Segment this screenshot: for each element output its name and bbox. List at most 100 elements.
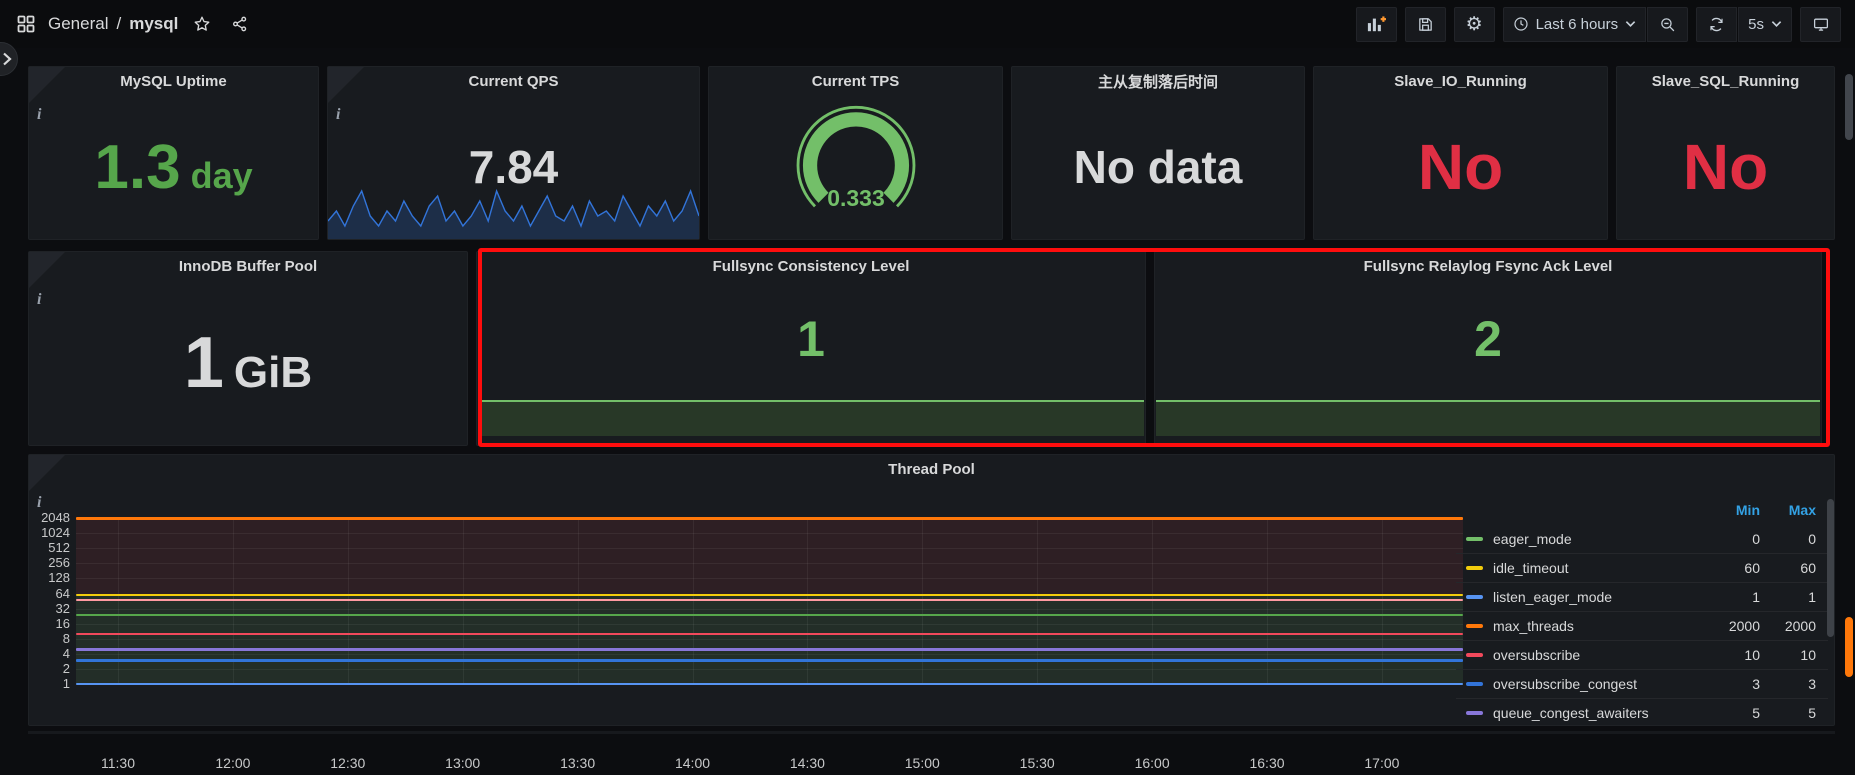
breadcrumb-section[interactable]: General — [48, 14, 109, 33]
refresh-button[interactable] — [1696, 6, 1738, 42]
panel-info-corner[interactable]: i — [29, 67, 65, 123]
legend-min-value: 60 — [1744, 560, 1760, 576]
panel-fullsync-relaylog-fsync-ack-level: Fullsync Relaylog Fsync Ack Level 2 — [1154, 251, 1822, 446]
legend-max-value: 60 — [1800, 560, 1816, 576]
panel-info-corner[interactable]: i — [29, 252, 65, 308]
x-axis-tick-label: 12:30 — [330, 755, 366, 771]
x-axis-tick-label: 16:00 — [1134, 755, 1170, 771]
legend-column-min[interactable]: Min — [1735, 501, 1760, 518]
refresh-interval-dropdown[interactable]: 5s — [1738, 6, 1792, 42]
legend-series-swatch — [1466, 653, 1483, 657]
legend-row[interactable]: oversubscribe_congest 3 3 — [1456, 669, 1828, 698]
info-icon: i — [37, 106, 42, 123]
legend-series-name[interactable]: oversubscribe_congest — [1493, 676, 1637, 692]
legend-series-name[interactable]: idle_timeout — [1493, 560, 1569, 576]
grid-line-horizontal — [76, 653, 1463, 655]
x-axis-tick-label: 13:00 — [445, 755, 481, 771]
stat-value: 1.3 — [94, 132, 181, 202]
panel-title[interactable]: MySQL Uptime — [120, 72, 227, 90]
grid-line-vertical — [1267, 518, 1268, 684]
legend-series-swatch — [1466, 711, 1483, 715]
legend-max-value: 0 — [1808, 530, 1816, 547]
grid-line-vertical — [462, 518, 464, 684]
legend-series-swatch — [1466, 682, 1483, 686]
stat-value-group: 1.3 day — [94, 132, 252, 203]
legend-max-value: 3 — [1808, 676, 1816, 692]
panel-title[interactable]: 主从复制落后时间 — [1097, 73, 1218, 91]
x-axis-tick-label: 12:00 — [215, 755, 251, 771]
series-line-idle_timeout — [76, 593, 1463, 596]
dashboard-settings-button[interactable]: ⚙ — [1453, 6, 1495, 42]
y-axis-tick-label: 256 — [48, 555, 70, 571]
legend-min-value: 0 — [1752, 530, 1760, 547]
legend-min-value: 10 — [1744, 647, 1760, 663]
page-scrollbar-active-thumb[interactable] — [1845, 617, 1853, 677]
panel-title[interactable]: Current TPS — [811, 72, 900, 90]
panel-title[interactable]: Fullsync Relaylog Fsync Ack Level — [1363, 257, 1613, 275]
legend-row[interactable]: eager_mode 0 0 — [1456, 524, 1828, 553]
legend-scrollbar[interactable] — [1827, 499, 1834, 637]
info-icon: i — [336, 106, 341, 123]
x-axis-tick-label: 13:30 — [560, 755, 596, 771]
y-axis-tick-label: 128 — [48, 570, 70, 586]
grid-line-horizontal — [76, 608, 1463, 610]
fullsync-area-chart — [478, 400, 1144, 436]
panel-title[interactable]: Slave_SQL_Running — [1651, 72, 1800, 90]
legend-max-value: 10 — [1800, 647, 1816, 663]
panel-title[interactable]: Thread Pool — [888, 460, 975, 478]
legend-row[interactable]: max_threads 2000 2000 — [1456, 611, 1828, 640]
legend-max-value: 1 — [1808, 589, 1816, 605]
favorite-star-icon[interactable] — [188, 10, 216, 38]
breadcrumb: General / mysql — [16, 10, 254, 38]
grid-line-vertical — [577, 518, 579, 684]
legend-table: Min Max eager_mode 0 0 idle_timeout 60 60 list… — [1456, 495, 1828, 721]
add-panel-button[interactable] — [1355, 6, 1397, 42]
y-axis-tick-label: 64 — [55, 585, 70, 601]
panel-current-qps: i Current QPS 7.84 — [327, 66, 700, 240]
time-range-label: Last 6 hours — [1535, 15, 1619, 33]
legend-column-max[interactable]: Max — [1788, 501, 1816, 518]
tv-mode-button[interactable] — [1800, 6, 1841, 42]
y-axis-tick-label: 2 — [62, 660, 70, 676]
x-axis-tick-label: 15:30 — [1019, 755, 1055, 771]
legend-series-name[interactable]: max_threads — [1493, 618, 1574, 634]
dashboards-grid-icon[interactable] — [16, 14, 36, 34]
series-fill-region — [76, 518, 1463, 595]
legend-row[interactable]: oversubscribe 10 10 — [1456, 640, 1828, 669]
floppy-icon — [1418, 17, 1432, 31]
legend-series-name[interactable]: listen_eager_mode — [1493, 589, 1613, 605]
panel-thread-pool: i Thread Pool 2048 1024 512 256 128 64 32 16 8 4 2… — [28, 454, 1835, 771]
panel-info-corner[interactable]: i — [29, 455, 65, 511]
stat-unit: day — [190, 154, 253, 196]
series-line-unnamed — [76, 613, 1463, 616]
monitor-icon — [1813, 18, 1828, 31]
panel-title[interactable]: InnoDB Buffer Pool — [178, 257, 318, 275]
y-axis-tick-label: 2048 — [41, 510, 70, 525]
panel-title[interactable]: Fullsync Consistency Level — [712, 257, 910, 275]
panel-title[interactable]: Current QPS — [468, 72, 559, 90]
grid-line-vertical — [347, 518, 349, 684]
gauge-outer-arc — [796, 105, 915, 208]
thread-pool-chart[interactable] — [76, 517, 1463, 685]
legend-row[interactable]: queue_congest_awaiters 5 5 — [1456, 698, 1828, 721]
legend-series-name[interactable]: queue_congest_awaiters — [1493, 705, 1649, 721]
breadcrumb-page[interactable]: mysql — [129, 14, 179, 33]
grid-line-vertical — [922, 518, 924, 684]
magnifier-minus-icon — [1661, 17, 1675, 31]
legend-row[interactable]: listen_eager_mode 1 1 — [1456, 582, 1828, 611]
save-dashboard-button[interactable] — [1404, 6, 1446, 42]
share-icon[interactable] — [226, 10, 254, 38]
zoom-out-button[interactable] — [1647, 6, 1689, 42]
legend-header: Min Max — [1456, 495, 1828, 524]
page-scrollbar-thumb[interactable] — [1845, 74, 1853, 140]
x-axis: 11:30 12:00 12:30 13:00 13:30 14:00 14:30 15:00… — [76, 755, 1463, 775]
legend-series-name[interactable]: eager_mode — [1493, 530, 1572, 547]
y-axis-tick-label: 16 — [55, 615, 70, 631]
panel-title[interactable]: Slave_IO_Running — [1394, 72, 1527, 90]
breadcrumb-separator: / — [116, 14, 122, 33]
panel-info-corner[interactable]: i — [328, 67, 364, 123]
legend-series-name[interactable]: oversubscribe — [1493, 647, 1581, 663]
legend-row[interactable]: idle_timeout 60 60 — [1456, 553, 1828, 582]
time-range-picker[interactable]: Last 6 hours — [1502, 6, 1647, 42]
stat-value: 1 — [797, 311, 825, 367]
